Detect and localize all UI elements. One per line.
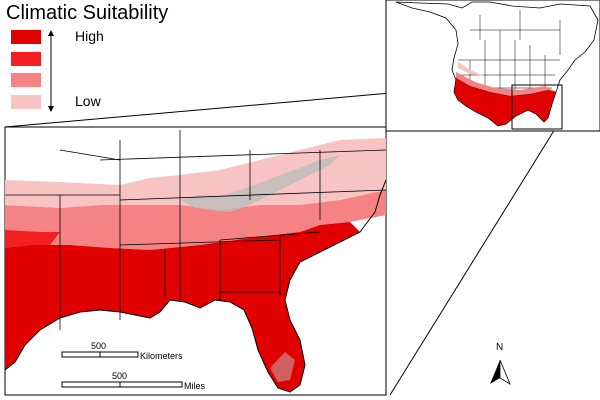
legend-arrow — [48, 30, 54, 112]
legend-title: Climatic Suitability — [6, 2, 169, 24]
north-arrow-icon — [490, 359, 511, 385]
legend-swatch-low — [11, 95, 41, 109]
inset-map — [385, 0, 600, 132]
legend-high-label: High — [75, 28, 104, 44]
leader-line-top — [4, 87, 449, 128]
inset-extent-box — [511, 84, 563, 130]
scale-bar-mi — [61, 381, 183, 388]
main-map — [4, 126, 387, 396]
scale-km-value: 500 — [91, 341, 107, 351]
legend-swatch-mid-high — [11, 52, 41, 66]
scale-bar-km — [61, 351, 139, 358]
leader-line-bottom — [389, 128, 556, 396]
north-arrow-label: N — [496, 342, 504, 353]
suitability-zone-high — [5, 222, 360, 392]
scale-mi-value: 500 — [112, 371, 128, 381]
legend-swatch-high — [11, 30, 41, 44]
scale-mi-unit: Miles — [184, 381, 206, 391]
legend-swatch-mid-low — [11, 73, 41, 87]
suitability-zone-mid-low — [5, 190, 386, 250]
suitability-zone-low — [5, 138, 386, 210]
scale-km-unit: Kilometers — [140, 351, 183, 361]
legend-low-label: Low — [75, 93, 101, 109]
